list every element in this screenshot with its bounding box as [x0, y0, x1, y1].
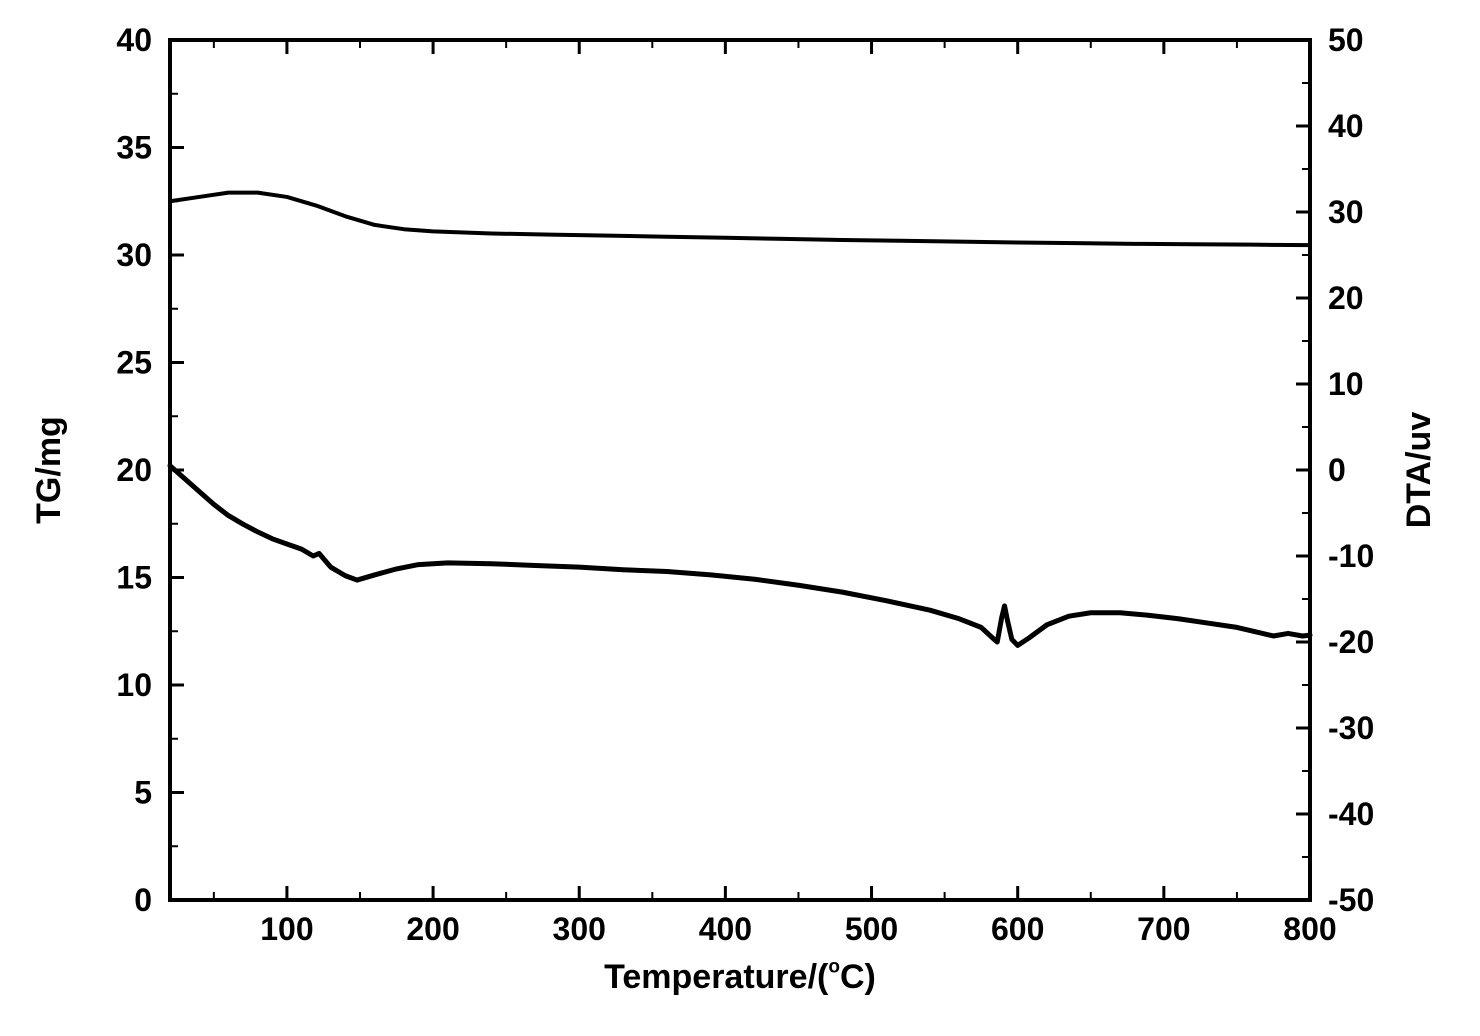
svg-text:25: 25	[116, 345, 152, 381]
svg-text:400: 400	[699, 911, 752, 947]
svg-text:15: 15	[116, 560, 152, 596]
series-dta	[170, 466, 1310, 646]
svg-text:500: 500	[845, 911, 898, 947]
svg-text:100: 100	[260, 911, 313, 947]
chart-container: { "chart": { "type": "line-dual-axis", "…	[0, 0, 1480, 1036]
y-left-axis-label: TG/mg	[30, 416, 68, 524]
svg-text:-20: -20	[1328, 624, 1374, 660]
svg-text:40: 40	[116, 22, 152, 58]
svg-text:5: 5	[134, 775, 152, 811]
svg-text:-10: -10	[1328, 538, 1374, 574]
svg-text:200: 200	[406, 911, 459, 947]
svg-text:-30: -30	[1328, 710, 1374, 746]
svg-text:40: 40	[1328, 108, 1364, 144]
y-right-axis-label: DTA/uv	[1400, 412, 1438, 529]
svg-text:20: 20	[116, 452, 152, 488]
svg-text:300: 300	[553, 911, 606, 947]
svg-text:0: 0	[134, 882, 152, 918]
svg-text:10: 10	[116, 667, 152, 703]
svg-text:-50: -50	[1328, 882, 1374, 918]
svg-text:600: 600	[991, 911, 1044, 947]
x-axis-label: Temperature/(oC)	[604, 957, 876, 996]
svg-text:10: 10	[1328, 366, 1364, 402]
svg-text:30: 30	[1328, 194, 1364, 230]
svg-text:30: 30	[116, 237, 152, 273]
svg-text:-40: -40	[1328, 796, 1374, 832]
series-tg	[170, 193, 1310, 245]
svg-text:50: 50	[1328, 22, 1364, 58]
svg-text:35: 35	[116, 130, 152, 166]
svg-text:20: 20	[1328, 280, 1364, 316]
svg-text:0: 0	[1328, 452, 1346, 488]
dual-axis-chart: 1002003004005006007008000510152025303540…	[0, 0, 1480, 1036]
svg-text:700: 700	[1137, 911, 1190, 947]
